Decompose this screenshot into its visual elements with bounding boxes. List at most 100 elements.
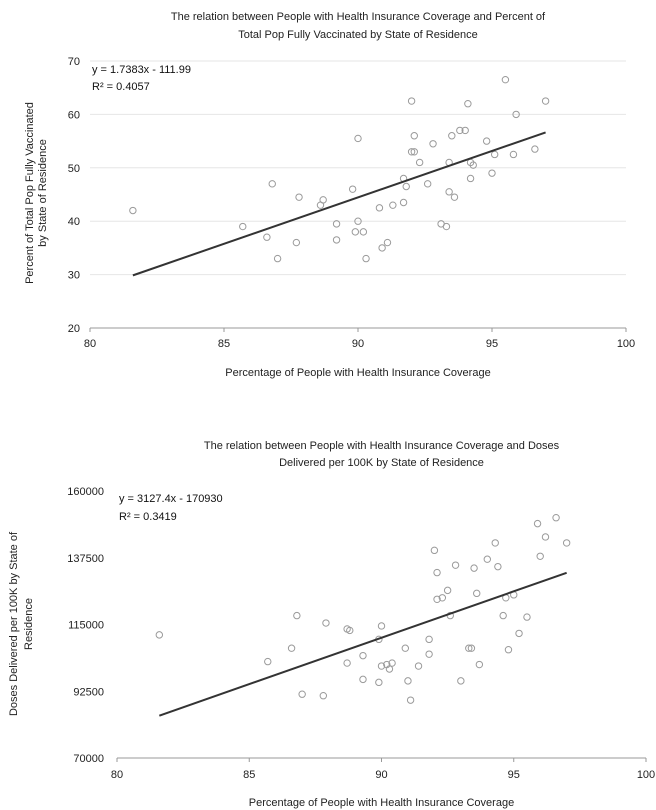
y-tick-label: 92500 xyxy=(73,686,104,698)
data-point xyxy=(442,222,451,231)
data-point xyxy=(354,217,362,225)
data-point xyxy=(406,696,415,704)
data-point xyxy=(456,126,464,135)
data-point xyxy=(504,646,513,654)
data-point xyxy=(377,662,386,670)
data-point xyxy=(457,677,465,685)
y-tick-label: 60 xyxy=(68,109,80,121)
data-point xyxy=(385,665,394,673)
data-point xyxy=(354,134,362,143)
data-point xyxy=(512,110,520,119)
x-tick-label: 100 xyxy=(637,769,655,781)
data-point xyxy=(461,126,469,135)
data-point xyxy=(475,660,484,669)
x-tick-label: 95 xyxy=(508,769,520,781)
trendline xyxy=(132,131,546,277)
data-point xyxy=(473,589,481,598)
trendline-equation: y = 3127.4x - 170930 xyxy=(119,493,223,505)
y-axis-label: by State of Residence xyxy=(37,139,49,247)
y-tick-label: 70000 xyxy=(73,753,104,765)
data-point xyxy=(466,174,475,183)
data-point xyxy=(482,137,491,145)
trendline xyxy=(158,571,567,717)
y-axis-label: Percent of Total Pop Fully Vaccinated xyxy=(24,102,36,284)
x-tick-label: 85 xyxy=(243,769,255,781)
y-tick-label: 30 xyxy=(68,270,80,282)
data-point xyxy=(415,158,424,167)
data-point xyxy=(515,629,523,638)
trendline-equation: y = 1.7383x - 111.99 xyxy=(92,64,191,76)
data-point xyxy=(509,150,518,159)
data-point xyxy=(273,254,282,263)
data-point xyxy=(388,659,396,667)
data-point xyxy=(407,97,416,105)
y-tick-label: 20 xyxy=(68,323,80,335)
data-point xyxy=(499,611,507,620)
data-point xyxy=(351,228,360,236)
r-squared-label: R² = 0.4057 xyxy=(92,81,150,93)
data-point xyxy=(332,236,341,244)
data-point xyxy=(343,659,351,667)
data-point xyxy=(404,677,412,685)
x-axis-label: Percentage of People with Health Insuran… xyxy=(225,367,490,379)
y-axis-label: Residence xyxy=(23,598,35,650)
data-point xyxy=(359,651,367,660)
data-point xyxy=(494,562,502,571)
data-point xyxy=(389,201,397,209)
data-point xyxy=(402,182,410,191)
data-point xyxy=(488,169,496,177)
data-point xyxy=(359,228,368,236)
data-point xyxy=(155,631,164,639)
data-point xyxy=(562,539,571,547)
data-point xyxy=(399,198,408,207)
data-point xyxy=(483,555,491,563)
chart-title: The relation between People with Health … xyxy=(171,11,546,23)
x-axis-label: Percentage of People with Health Insuran… xyxy=(249,797,514,809)
data-point xyxy=(383,238,392,247)
data-point xyxy=(533,519,542,528)
x-tick-label: 85 xyxy=(218,338,230,350)
data-point xyxy=(433,595,441,603)
y-tick-label: 40 xyxy=(68,216,80,228)
data-point xyxy=(378,244,386,252)
data-point xyxy=(263,233,271,241)
data-point xyxy=(531,145,539,153)
data-point xyxy=(264,657,272,666)
x-tick-label: 90 xyxy=(352,338,364,350)
data-point xyxy=(401,644,410,652)
chart-title: Total Pop Fully Vaccinated by State of R… xyxy=(238,29,478,41)
data-point xyxy=(287,644,296,652)
data-point xyxy=(438,594,447,602)
data-point xyxy=(362,254,370,263)
r-squared-label: R² = 0.3419 xyxy=(119,511,177,523)
data-point xyxy=(359,675,367,684)
data-point xyxy=(332,220,341,228)
data-point xyxy=(469,161,477,169)
x-tick-label: 90 xyxy=(375,769,387,781)
data-point xyxy=(536,552,544,560)
data-point xyxy=(319,692,328,700)
x-tick-label: 80 xyxy=(111,769,123,781)
x-tick-label: 95 xyxy=(486,338,498,350)
data-point xyxy=(423,180,432,188)
y-tick-label: 70 xyxy=(68,56,80,68)
y-tick-label: 50 xyxy=(68,163,80,175)
data-point xyxy=(377,622,386,630)
x-tick-label: 80 xyxy=(84,338,96,350)
data-point xyxy=(239,222,247,231)
data-point xyxy=(465,644,473,652)
data-point xyxy=(410,132,418,140)
data-point xyxy=(319,196,327,204)
data-point xyxy=(268,180,276,188)
data-point xyxy=(346,626,354,635)
y-tick-label: 115000 xyxy=(68,620,104,632)
data-point xyxy=(410,148,418,156)
data-point xyxy=(425,650,433,658)
data-point xyxy=(295,193,303,201)
data-point xyxy=(429,140,437,148)
data-point xyxy=(491,539,499,547)
data-point xyxy=(490,150,499,159)
data-point xyxy=(407,148,416,156)
data-point xyxy=(541,533,550,541)
